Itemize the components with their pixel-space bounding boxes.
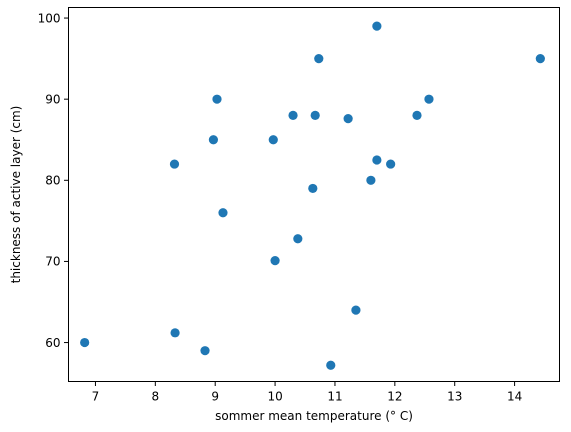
data-point: [169, 159, 180, 169]
data-point: [288, 110, 298, 121]
data-point: [424, 94, 434, 104]
y-tick-label: 70: [45, 255, 60, 269]
scatter-points: [80, 21, 545, 370]
data-point: [212, 94, 222, 104]
data-point: [170, 328, 180, 338]
y-tick-label: 100: [38, 11, 61, 25]
data-point: [268, 135, 278, 145]
x-tick-label: 12: [387, 390, 402, 404]
data-point: [412, 110, 422, 121]
y-tick-label: 90: [45, 92, 60, 106]
data-point: [386, 159, 396, 169]
x-tick-label: 13: [447, 390, 462, 404]
x-tick-label: 11: [327, 390, 342, 404]
y-axis-ticks: 60 70 80 90 100: [38, 11, 69, 350]
data-point: [372, 155, 382, 165]
data-point: [293, 234, 303, 244]
x-axis-ticks: 7 8 9 10 11 12 13 14: [92, 381, 522, 404]
plot-frame: [68, 7, 560, 382]
data-point: [208, 135, 219, 145]
data-point: [314, 54, 324, 64]
data-point: [326, 360, 336, 370]
x-tick-label: 9: [211, 390, 219, 404]
data-point: [308, 183, 318, 194]
y-axis-label: thickness of active layer (cm): [9, 106, 23, 284]
data-point: [343, 114, 353, 124]
data-point: [535, 54, 545, 64]
data-point: [351, 305, 361, 315]
data-point: [372, 21, 382, 31]
data-point: [270, 256, 280, 266]
y-tick-label: 80: [45, 174, 60, 188]
x-tick-label: 10: [267, 390, 282, 404]
x-tick-label: 8: [152, 390, 160, 404]
data-point: [80, 337, 90, 348]
data-point: [310, 110, 320, 121]
data-point: [366, 175, 376, 185]
data-point: [200, 346, 210, 356]
y-tick-label: 60: [45, 336, 60, 350]
data-point: [218, 208, 228, 218]
x-tick-label: 14: [507, 390, 522, 404]
x-axis-label: sommer mean temperature (° C): [215, 409, 413, 423]
x-tick-label: 7: [92, 390, 100, 404]
